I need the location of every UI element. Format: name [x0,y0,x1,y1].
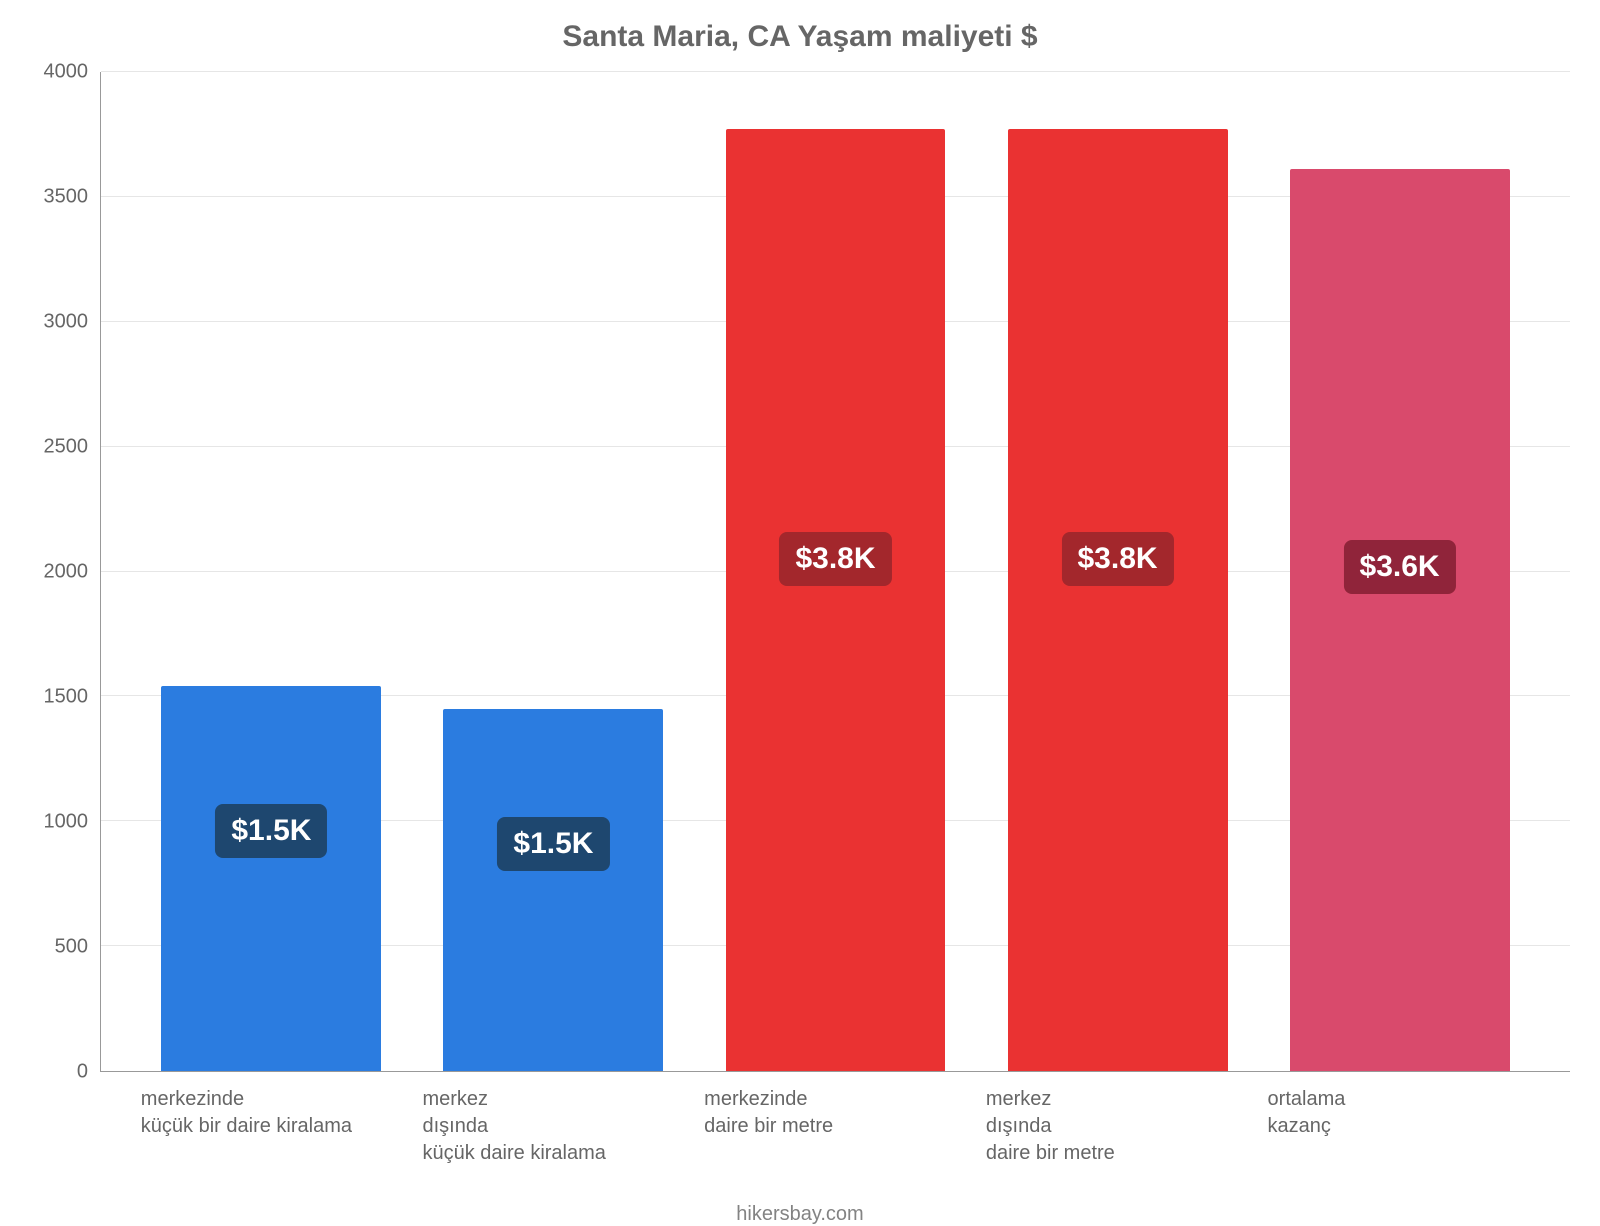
chart-title: Santa Maria, CA Yaşam maliyeti $ [30,20,1570,54]
x-category-label-line: ortalama [1268,1086,1530,1113]
bar-value-label: $3.8K [779,532,891,586]
bar-slot: $1.5K [130,72,412,1071]
bar: $1.5K [161,686,381,1071]
x-category-label: ortalamakazanç [1258,1072,1540,1167]
bar-slot: $3.6K [1259,72,1541,1071]
x-category-label-line: küçük daire kiralama [422,1140,684,1167]
bar: $3.6K [1290,169,1510,1071]
x-category-label: merkezindedaire bir metre [694,1072,976,1167]
bars-row: $1.5K $1.5K $3.8K $3.8K $3.6K [101,72,1570,1071]
bar-slot: $1.5K [412,72,694,1071]
x-category-label-line: dışında [986,1113,1248,1140]
x-category-label-line: daire bir metre [986,1140,1248,1167]
y-axis: 05001000150020002500300035004000 [30,72,100,1072]
y-tick-label: 3000 [44,311,89,334]
y-tick-label: 4000 [44,61,89,84]
y-tick-label: 1500 [44,686,89,709]
attribution: hikersbay.com [30,1203,1570,1226]
bar-value-label: $3.8K [1062,532,1174,586]
plot-area: $1.5K $1.5K $3.8K $3.8K $3.6K [100,72,1570,1072]
y-tick-label: 500 [55,936,88,959]
x-category-label-line: merkez [422,1086,684,1113]
bar: $3.8K [1008,129,1228,1071]
x-category-label-line: daire bir metre [704,1113,966,1140]
bar-value-label: $3.6K [1344,540,1456,594]
plot-outer: 05001000150020002500300035004000 $1.5K$1… [30,72,1570,1072]
chart-container: Santa Maria, CA Yaşam maliyeti $ 0 500 100… [0,0,1600,1200]
x-category-label-line: dışında [422,1113,684,1140]
y-tick-label: 2500 [44,436,89,459]
y-tick-label: 0 [77,1061,88,1084]
x-category-label-line: küçük bir daire kiralama [141,1113,403,1140]
x-category-label-line: kazanç [1268,1113,1530,1140]
bar-slot: $3.8K [694,72,976,1071]
y-tick-label: 1000 [44,811,89,834]
x-category-label-line: merkez [986,1086,1248,1113]
bar: $1.5K [443,709,663,1071]
bar: $3.8K [726,129,946,1071]
x-category-label: merkezdışındaküçük daire kiralama [412,1072,694,1167]
x-category-label-line: merkezinde [704,1086,966,1113]
y-tick-label: 2000 [44,561,89,584]
x-category-label: merkezdışındadaire bir metre [976,1072,1258,1167]
x-axis-labels: merkezindeküçük bir daire kiralamamerkez… [100,1072,1570,1167]
x-category-label: merkezindeküçük bir daire kiralama [131,1072,413,1167]
bar-value-label: $1.5K [215,804,327,858]
bar-value-label: $1.5K [497,817,609,871]
y-tick-label: 3500 [44,186,89,209]
x-category-label-line: merkezinde [141,1086,403,1113]
bar-slot: $3.8K [977,72,1259,1071]
